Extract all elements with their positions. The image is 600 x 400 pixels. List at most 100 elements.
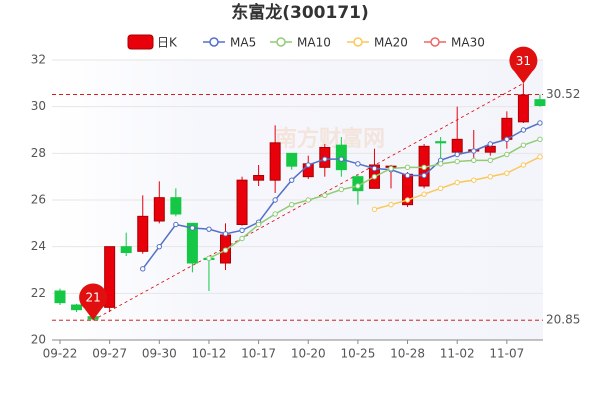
- ma-point: [504, 170, 510, 176]
- ma-point: [272, 197, 278, 203]
- ma-point: [371, 206, 378, 213]
- x-tick-label: 09-27: [92, 347, 127, 361]
- ma-point: [537, 120, 543, 126]
- ma-point: [520, 127, 527, 133]
- ma-point: [471, 157, 477, 164]
- ma-point: [289, 201, 295, 208]
- candle-body: [451, 138, 463, 153]
- candle-body: [484, 145, 496, 153]
- ma-point: [140, 266, 146, 272]
- candle-body: [71, 304, 83, 311]
- ma-point: [305, 162, 311, 168]
- ma-point: [388, 165, 394, 172]
- ma-point: [371, 173, 378, 180]
- legend-label: MA30: [451, 36, 485, 50]
- y-tick-label: 32: [31, 53, 46, 67]
- ma-point: [289, 177, 295, 183]
- ma-point: [537, 136, 543, 143]
- ma-point: [404, 164, 411, 171]
- y-tick-label: 24: [31, 239, 46, 253]
- pin-label: 31: [516, 54, 531, 68]
- ma-point: [355, 161, 361, 167]
- x-tick-label: 09-22: [43, 347, 78, 361]
- x-tick-label: 09-30: [142, 347, 177, 361]
- ma-point: [272, 211, 278, 217]
- candle-body: [269, 142, 281, 181]
- ma-point: [222, 247, 229, 253]
- ma-point: [239, 235, 245, 242]
- reference-label: 20.85: [546, 313, 580, 327]
- ma-point: [471, 148, 477, 154]
- ma-point: [305, 197, 311, 203]
- legend-marker: [209, 37, 219, 47]
- legend-marker: [430, 37, 440, 47]
- ma-point: [239, 227, 245, 234]
- legend-swatch: [127, 34, 154, 50]
- ma-point: [255, 221, 262, 228]
- x-tick-label: 11-02: [440, 347, 475, 361]
- reference-label: 30.52: [546, 87, 580, 101]
- ma-point: [454, 158, 460, 165]
- ma-point: [487, 157, 493, 164]
- ma-point: [537, 154, 543, 160]
- ma-point: [404, 197, 411, 203]
- legend-marker: [276, 37, 286, 47]
- y-tick-label: 20: [31, 333, 46, 347]
- ma-point: [322, 192, 328, 199]
- legend-label: MA10: [297, 36, 331, 50]
- ma-point: [338, 156, 345, 162]
- ma-point: [437, 161, 444, 167]
- x-tick-label: 10-12: [192, 347, 227, 361]
- ma-point: [504, 136, 510, 143]
- ma-point: [322, 156, 328, 162]
- candle-body: [517, 94, 529, 123]
- ma-point: [487, 173, 493, 180]
- ma-point: [454, 151, 460, 158]
- x-tick-label: 10-25: [340, 347, 375, 361]
- ma-point: [504, 151, 510, 158]
- y-tick-label: 28: [31, 146, 46, 160]
- candle-body: [435, 141, 447, 144]
- candle-body: [170, 197, 182, 215]
- ma-point: [437, 185, 444, 192]
- ma-point: [222, 231, 229, 237]
- ma-point: [421, 191, 427, 197]
- candle-body: [534, 99, 546, 106]
- legend-label: MA5: [230, 36, 256, 50]
- trend-line: [92, 82, 524, 321]
- ma-point: [388, 201, 394, 208]
- pin-marker: [509, 46, 538, 84]
- candle-body: [137, 215, 149, 252]
- ma-point: [371, 165, 378, 172]
- candle-body: [104, 246, 116, 308]
- ma-point: [471, 177, 477, 183]
- ma-point: [520, 162, 527, 168]
- ma-point: [338, 186, 345, 193]
- chart-title: 东富龙(300171): [231, 2, 369, 23]
- candle-body: [153, 197, 165, 222]
- candle-body: [501, 117, 513, 140]
- ma-point: [454, 179, 460, 186]
- x-tick-label: 10-17: [241, 347, 276, 361]
- ma-point: [156, 243, 163, 250]
- candle-body: [186, 222, 198, 264]
- ma-point: [421, 172, 427, 179]
- y-tick-label: 30: [31, 99, 46, 113]
- candle-body: [54, 290, 66, 304]
- y-tick-label: 26: [31, 193, 46, 207]
- ma-point: [206, 226, 212, 232]
- legend-marker: [353, 37, 363, 47]
- x-tick-label: 11-07: [489, 347, 524, 361]
- y-tick-label: 22: [31, 286, 46, 300]
- ma-point: [189, 225, 196, 231]
- legend-label: MA20: [374, 36, 408, 50]
- legend-label: 日K: [157, 36, 178, 50]
- candle-body: [120, 246, 132, 254]
- pin-marker: [79, 283, 108, 321]
- x-tick-label: 10-20: [291, 347, 326, 361]
- ma-point: [206, 255, 212, 262]
- x-tick-label: 10-28: [390, 347, 425, 361]
- ma-point: [520, 142, 527, 148]
- ma-point: [421, 164, 427, 171]
